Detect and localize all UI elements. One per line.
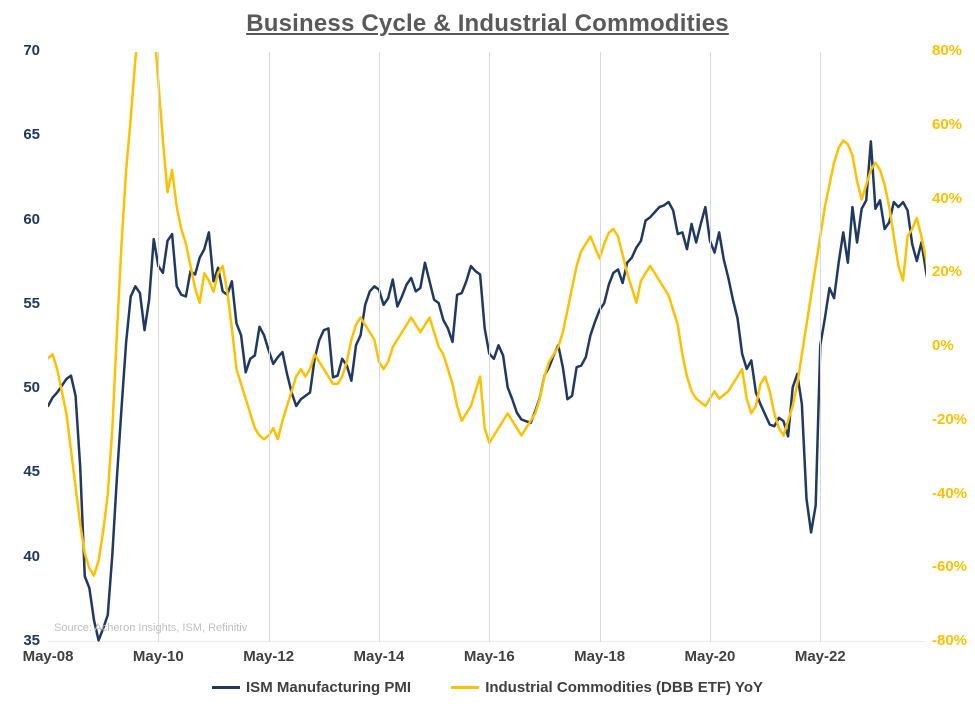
gridline [710,52,711,642]
x-tick-label: May-10 [133,648,184,665]
gridline [158,52,159,642]
x-tick-label: May-20 [685,648,736,665]
legend-label-ism: ISM Manufacturing PMI [246,679,411,696]
y2-tick-label: -80% [932,632,967,649]
y2-tick-label: 40% [932,190,962,207]
y2-tick-label: 0% [932,337,954,354]
x-tick-label: May-12 [243,648,294,665]
gridline [489,52,490,642]
legend: ISM Manufacturing PMI Industrial Commodi… [0,676,975,696]
x-tick-label: May-18 [574,648,625,665]
gridline [600,52,601,642]
y1-tick-label: 55 [0,295,40,312]
y1-tick-label: 35 [0,632,40,649]
y2-tick-label: 60% [932,116,962,133]
x-tick-label: May-08 [23,648,74,665]
gridline [269,52,270,642]
legend-label-dbb: Industrial Commodities (DBB ETF) YoY [485,679,763,696]
y1-tick-label: 50 [0,379,40,396]
gridline [820,52,821,642]
legend-swatch-ism [212,686,240,689]
y2-tick-label: -20% [932,411,967,428]
plot-area [48,52,926,642]
plot-svg [48,52,926,642]
legend-item-ism: ISM Manufacturing PMI [212,679,411,696]
legend-swatch-dbb [451,686,479,689]
y1-tick-label: 70 [0,42,40,59]
y2-tick-label: 20% [932,263,962,280]
x-tick-label: May-14 [354,648,405,665]
y1-tick-label: 45 [0,463,40,480]
y1-tick-label: 40 [0,548,40,565]
y1-tick-label: 65 [0,126,40,143]
y1-tick-label: 60 [0,211,40,228]
x-tick-label: May-16 [464,648,515,665]
series-line [48,52,926,576]
y2-tick-label: -40% [932,485,967,502]
x-tick-label: May-22 [795,648,846,665]
gridline [379,52,380,642]
y2-tick-label: 80% [932,42,962,59]
chart-title: Business Cycle & Industrial Commodities [0,10,975,38]
source-note: Source: Acheron Insights, ISM, Refinitiv [54,622,247,634]
legend-item-dbb: Industrial Commodities (DBB ETF) YoY [451,679,763,696]
chart-container: Business Cycle & Industrial Commodities … [0,0,975,708]
y2-tick-label: -60% [932,558,967,575]
